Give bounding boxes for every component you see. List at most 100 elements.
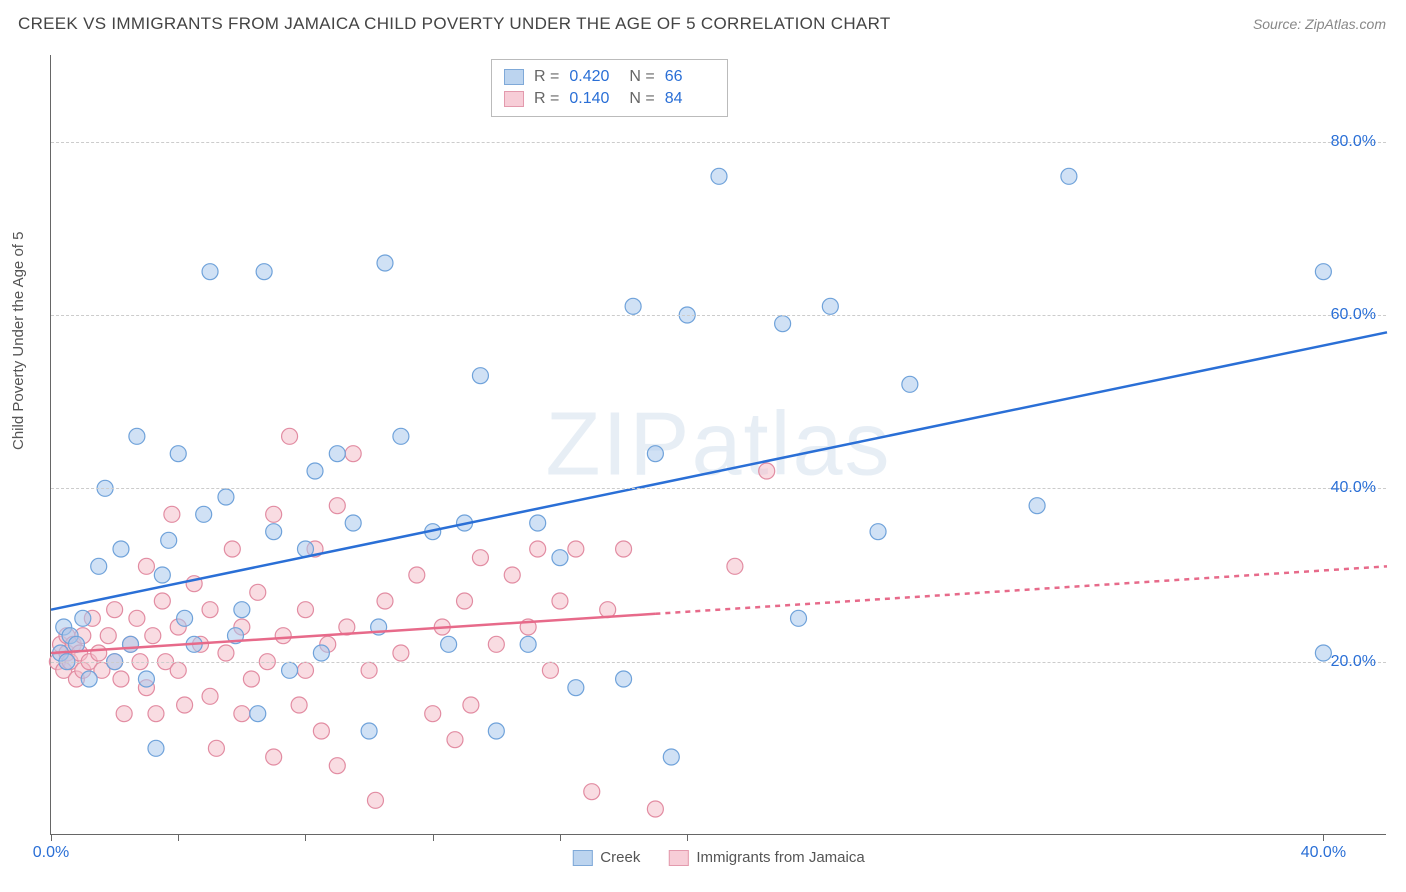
data-point — [250, 584, 266, 600]
stats-row: R =0.420N =66 — [504, 66, 715, 88]
x-tick — [560, 834, 561, 841]
data-point — [266, 506, 282, 522]
data-point — [822, 298, 838, 314]
data-point — [393, 645, 409, 661]
data-point — [148, 740, 164, 756]
x-tick — [687, 834, 688, 841]
data-point — [91, 645, 107, 661]
trend-line — [51, 332, 1387, 609]
legend-label: Immigrants from Jamaica — [696, 849, 864, 866]
r-value: 0.140 — [569, 88, 619, 110]
data-point — [177, 610, 193, 626]
data-point — [409, 567, 425, 583]
data-point — [711, 168, 727, 184]
data-point — [361, 662, 377, 678]
legend-swatch — [572, 850, 592, 866]
legend-label: Creek — [600, 849, 640, 866]
data-point — [313, 645, 329, 661]
data-point — [75, 610, 91, 626]
data-point — [530, 515, 546, 531]
data-point — [138, 558, 154, 574]
data-point — [107, 602, 123, 618]
data-point — [202, 602, 218, 618]
data-point — [329, 446, 345, 462]
y-axis-label: Child Poverty Under the Age of 5 — [10, 232, 27, 450]
data-point — [472, 550, 488, 566]
data-point — [138, 671, 154, 687]
data-point — [520, 636, 536, 652]
data-point — [530, 541, 546, 557]
data-point — [129, 610, 145, 626]
data-point — [170, 446, 186, 462]
x-tick — [433, 834, 434, 841]
data-point — [256, 264, 272, 280]
data-point — [177, 697, 193, 713]
data-point — [91, 558, 107, 574]
data-point — [584, 784, 600, 800]
data-point — [81, 671, 97, 687]
data-point — [367, 792, 383, 808]
data-point — [100, 628, 116, 644]
data-point — [727, 558, 743, 574]
data-point — [196, 506, 212, 522]
data-point — [123, 636, 139, 652]
data-point — [616, 541, 632, 557]
data-point — [297, 602, 313, 618]
data-point — [463, 697, 479, 713]
data-point — [234, 602, 250, 618]
data-point — [647, 446, 663, 462]
data-point — [313, 723, 329, 739]
n-label: N = — [629, 66, 654, 88]
grid-line — [51, 488, 1386, 489]
y-tick-label: 60.0% — [1331, 306, 1376, 324]
data-point — [775, 316, 791, 332]
data-point — [393, 428, 409, 444]
legend-bottom: Creek Immigrants from Jamaica — [572, 849, 864, 866]
data-point — [291, 697, 307, 713]
data-point — [568, 680, 584, 696]
plot-svg — [51, 55, 1386, 834]
data-point — [870, 524, 886, 540]
data-point — [625, 298, 641, 314]
data-point — [170, 662, 186, 678]
data-point — [161, 532, 177, 548]
data-point — [441, 636, 457, 652]
data-point — [1315, 264, 1331, 280]
data-point — [113, 671, 129, 687]
data-point — [307, 463, 323, 479]
grid-line — [51, 142, 1386, 143]
plot-area: ZIPatlas R =0.420N =66R =0.140N =84 Cree… — [50, 55, 1386, 835]
data-point — [266, 749, 282, 765]
data-point — [425, 706, 441, 722]
source-label: Source: ZipAtlas.com — [1253, 16, 1386, 32]
stats-box: R =0.420N =66R =0.140N =84 — [491, 59, 728, 117]
n-value: 84 — [665, 88, 715, 110]
y-tick-label: 40.0% — [1331, 479, 1376, 497]
data-point — [616, 671, 632, 687]
y-tick-label: 20.0% — [1331, 653, 1376, 671]
x-tick — [178, 834, 179, 841]
chart-title: CREEK VS IMMIGRANTS FROM JAMAICA CHILD P… — [18, 14, 891, 34]
x-tick — [1323, 834, 1324, 841]
data-point — [552, 593, 568, 609]
data-point — [1061, 168, 1077, 184]
n-label: N = — [629, 88, 654, 110]
data-point — [759, 463, 775, 479]
data-point — [250, 706, 266, 722]
data-point — [234, 706, 250, 722]
grid-line — [51, 662, 1386, 663]
data-point — [791, 610, 807, 626]
r-label: R = — [534, 88, 559, 110]
data-point — [447, 732, 463, 748]
data-point — [1029, 498, 1045, 514]
r-value: 0.420 — [569, 66, 619, 88]
x-tick-label: 40.0% — [1301, 844, 1346, 862]
y-tick-label: 80.0% — [1331, 133, 1376, 151]
data-point — [345, 515, 361, 531]
data-point — [154, 567, 170, 583]
data-point — [218, 489, 234, 505]
stats-row: R = 0.140 N = 84 — [504, 88, 715, 110]
data-point — [129, 428, 145, 444]
grid-line — [51, 315, 1386, 316]
series-swatch — [504, 91, 524, 107]
